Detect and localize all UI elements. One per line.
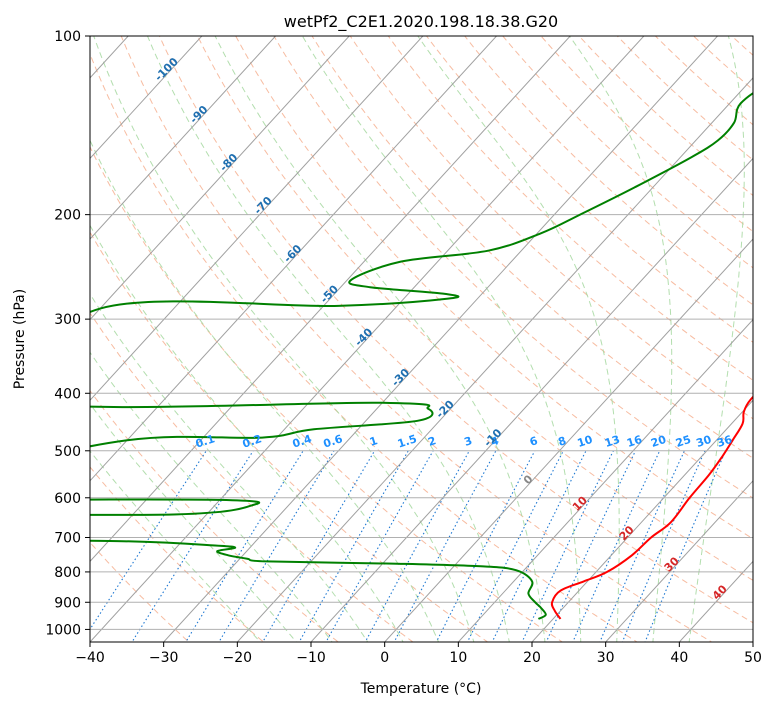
x-tick-label: 40 <box>670 650 688 666</box>
isotherm-line <box>90 36 424 401</box>
dry-adiabat-line <box>349 36 753 420</box>
y-tick-label: 800 <box>54 565 81 581</box>
mixing-ratio-label: 36 <box>715 433 734 450</box>
mixing-ratio-label: 1.5 <box>396 432 419 450</box>
x-tick-label: 20 <box>523 650 541 666</box>
moist-adiabat-line <box>90 293 369 642</box>
x-axis-label: Temperature (°C) <box>360 681 482 697</box>
x-tick-label: −20 <box>223 650 253 666</box>
dewpoint-profile-line <box>90 91 753 620</box>
moist-adiabat-line <box>688 36 745 642</box>
y-tick-label: 400 <box>54 386 81 402</box>
moist-adiabat-line <box>90 224 404 642</box>
dry-adiabat-line <box>158 36 753 624</box>
y-tick-label: 300 <box>54 312 81 328</box>
y-axis-label: Pressure (hPa) <box>12 289 28 389</box>
isotherm-line <box>531 399 753 642</box>
mixing-ratio-label: 2 <box>426 434 437 449</box>
isotherm-line <box>90 36 203 160</box>
y-tick-label: 600 <box>54 491 81 507</box>
dry-adiabat-line <box>311 36 753 459</box>
plot-frame <box>89 35 754 643</box>
moist-adiabat-line <box>90 450 261 642</box>
mixing-ratio-label: 10 <box>576 433 595 450</box>
mixing-ratio-label: 0.2 <box>241 432 264 450</box>
moist-adiabat-line <box>90 351 333 642</box>
mixing-ratio-label: 8 <box>557 434 568 449</box>
y-tick-label: 700 <box>54 531 81 547</box>
isotherm-line <box>383 238 753 642</box>
mixing-ratio-label: 30 <box>695 433 714 450</box>
y-tick-label: 100 <box>54 29 81 45</box>
x-axis-ticks: −40 −30 −20 −10 0 10 20 30 40 50 <box>75 642 762 666</box>
y-axis-ticks: 100 200 300 400 500 600 700 800 900 1000 <box>45 29 90 638</box>
isotherm-line <box>90 36 571 563</box>
isotherm-line <box>310 157 753 642</box>
chart-title: wetPf2_C2E1.2020.198.18.38.G20 <box>284 12 558 32</box>
mixing-ratio-label: 4 <box>489 434 501 449</box>
profile-series <box>90 91 753 620</box>
mixing-ratio-label: 0.4 <box>291 432 314 450</box>
x-tick-label: 30 <box>597 650 615 666</box>
moist-adiabat-line <box>568 36 673 642</box>
dry-adiabat-line <box>90 145 564 642</box>
isotherms <box>90 36 753 642</box>
isotherm-line <box>162 36 719 642</box>
x-tick-label: −30 <box>149 650 179 666</box>
mixing-ratio-label: 25 <box>674 433 693 450</box>
x-tick-label: −40 <box>75 650 105 666</box>
temperature-profile-line <box>550 395 753 620</box>
isotherm-line <box>236 77 753 642</box>
moist-adiabat-line <box>301 36 582 642</box>
isotherm-line <box>604 480 753 642</box>
dry-adiabat-line <box>90 466 265 642</box>
mixing-ratio-label: 0.6 <box>322 432 345 450</box>
moist-adiabat-line <box>90 139 440 642</box>
dry-adiabat-line <box>90 541 190 642</box>
moist-adiabat-line <box>90 403 297 642</box>
dry-adiabat-line <box>197 36 753 581</box>
mixing-ratio-label: 20 <box>649 433 668 450</box>
y-tick-label: 500 <box>54 444 81 460</box>
dry-adiabat-line <box>120 36 713 642</box>
isotherm-line <box>457 318 753 642</box>
moist-adiabat-line <box>214 36 546 642</box>
x-tick-label: −10 <box>296 650 326 666</box>
isotherm-line <box>90 36 277 240</box>
isotherm-line <box>90 36 498 482</box>
dry-adiabat-line <box>90 312 414 642</box>
x-tick-label: 0 <box>380 650 389 666</box>
x-tick-label: 10 <box>449 650 467 666</box>
isotherm-line <box>90 36 350 321</box>
pressure-gridlines <box>90 36 753 630</box>
dry-adiabat-line <box>387 36 753 381</box>
moist-adiabat-line <box>146 36 510 642</box>
dry-adiabat-line <box>90 52 638 642</box>
moist-adiabat-line <box>93 36 475 642</box>
dry-adiabats <box>90 36 753 642</box>
isotherm-line <box>90 36 645 642</box>
dry-adiabat-line <box>90 231 489 642</box>
moist-adiabat-line <box>417 36 620 642</box>
y-tick-label: 200 <box>54 208 81 224</box>
mixing-ratio-label: 16 <box>625 433 644 450</box>
y-tick-label: 1000 <box>45 622 81 638</box>
x-tick-label: 50 <box>744 650 762 666</box>
mixing-ratio-label: 1 <box>368 434 379 449</box>
mixing-ratio-label: 13 <box>603 433 622 450</box>
y-tick-label: 900 <box>54 595 81 611</box>
mixing-ratio-label: 3 <box>463 434 474 449</box>
mixing-ratio-label: 6 <box>528 434 540 449</box>
mixing-ratio-label: 0.1 <box>194 432 217 450</box>
moist-adiabats <box>90 36 745 642</box>
